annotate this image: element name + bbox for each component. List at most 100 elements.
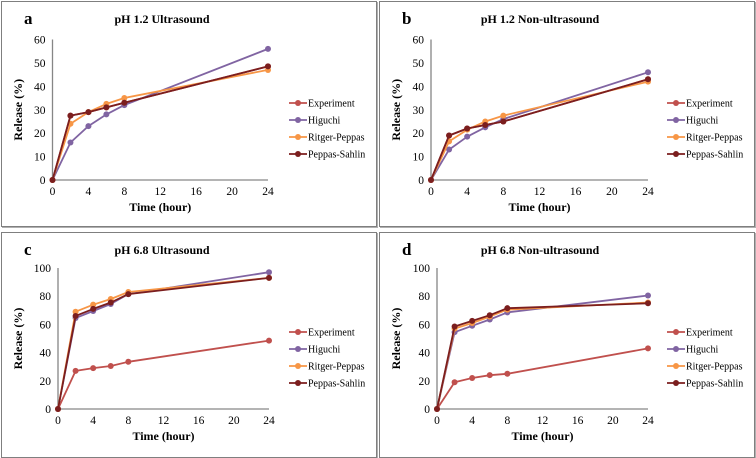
y-tick-label: 20: [413, 128, 425, 140]
legend-marker: [673, 380, 679, 386]
x-tick-label: 20: [606, 186, 618, 198]
x-tick-label: 8: [125, 415, 131, 427]
legend-label: Peppas-Sahlin: [308, 150, 365, 161]
chart-svg: d pH 6.8 Non-ultrasound 0 20 40 60 80 100 0 4 8 12 1…: [389, 240, 743, 443]
x-tick-label: 16: [570, 186, 582, 198]
data-point: [107, 299, 114, 306]
x-tick-label: 4: [469, 415, 475, 427]
series-line: [57, 277, 270, 410]
series-line: [436, 294, 649, 410]
series-ritger-peppas: [49, 66, 271, 183]
x-tick-label: 16: [193, 415, 205, 427]
panel-letter: c: [24, 240, 32, 259]
data-point: [90, 365, 97, 372]
x-tick-label: 4: [90, 415, 96, 427]
x-tick-label: 12: [158, 415, 170, 427]
y-tick-label: 100: [34, 263, 52, 275]
data-point: [55, 406, 61, 412]
data-point: [428, 177, 434, 183]
x-tick-label: 4: [86, 186, 92, 198]
series-ritger-peppas: [55, 274, 272, 412]
data-point: [645, 292, 651, 299]
legend-marker: [295, 100, 301, 106]
data-point: [464, 125, 471, 132]
y-tick-label: 40: [40, 348, 52, 360]
data-point: [446, 132, 453, 139]
series-line: [51, 65, 269, 181]
x-tick-label: 8: [500, 186, 506, 198]
y-tick-label: 40: [34, 81, 46, 93]
data-point: [504, 305, 511, 312]
chart-panel-d: d pH 6.8 Non-ultrasound 0 20 40 60 80 100 0 4 8 12 1…: [379, 232, 755, 458]
data-point: [645, 300, 651, 307]
x-tick-label: 0: [55, 415, 61, 427]
x-tick-label: 0: [428, 186, 434, 198]
legend-marker: [673, 134, 679, 140]
y-axis-label: Release (%): [11, 79, 25, 141]
x-tick-label: 24: [263, 415, 275, 427]
panel-letter: a: [24, 9, 33, 28]
data-point: [451, 379, 458, 386]
y-tick-label: 40: [413, 81, 425, 93]
y-tick-label: 60: [413, 35, 425, 47]
series-line: [57, 277, 270, 410]
legend-label: Peppas-Sahlin: [308, 379, 365, 390]
y-tick-label: 20: [419, 376, 431, 388]
series-higuchi: [434, 292, 651, 412]
x-tick-label: 12: [155, 186, 167, 198]
chart-panel-b: b pH 1.2 Non-ultrasound 0 10 20 30 40 50 60 0 4 8 12…: [379, 1, 755, 227]
legend-label: Experiment: [686, 328, 733, 339]
data-point: [90, 305, 97, 312]
x-tick-label: 4: [464, 186, 470, 198]
series-experiment: [428, 76, 651, 183]
y-tick-label: 10: [413, 152, 425, 164]
legend-marker: [295, 134, 301, 140]
data-point: [482, 121, 489, 128]
legend: Experiment Higuchi Ritger-Peppas Peppas-Sah…: [667, 328, 743, 390]
legend-label: Ritger-Peppas: [686, 362, 743, 373]
legend-marker: [295, 117, 301, 123]
legend-label: Peppas-Sahlin: [686, 150, 743, 161]
series-higuchi: [49, 45, 271, 183]
x-tick-label: 20: [607, 415, 619, 427]
data-point: [645, 345, 651, 352]
data-point: [266, 274, 272, 281]
legend-marker: [295, 329, 301, 335]
data-point: [103, 104, 110, 111]
data-point: [67, 139, 74, 146]
legend-label: Higuchi: [686, 116, 718, 127]
legend-marker: [673, 346, 679, 352]
y-tick-label: 0: [418, 175, 424, 187]
x-tick-label: 8: [504, 415, 510, 427]
data-point: [486, 372, 493, 379]
y-tick-label: 50: [34, 58, 46, 70]
chart-panel-c: c pH 6.8 Ultrasound 0 20 40 60 80 100 0 4 8 12 16 20 2…: [1, 232, 377, 458]
x-tick-label: 8: [121, 186, 127, 198]
data-point: [72, 312, 79, 319]
legend-label: Ritger-Peppas: [308, 133, 365, 144]
legend-marker: [295, 380, 301, 386]
data-point: [125, 291, 132, 298]
series-line: [430, 78, 649, 181]
data-point: [486, 312, 493, 319]
x-tick-label: 0: [50, 186, 56, 198]
series-experiment: [434, 345, 651, 412]
legend-label: Experiment: [308, 328, 355, 339]
y-tick-label: 0: [45, 404, 51, 416]
series-line: [436, 301, 649, 410]
x-axis-label: Time (hour): [132, 429, 194, 443]
data-point: [469, 317, 476, 324]
legend: Experiment Higuchi Ritger-Peppas Peppas-Sah…: [289, 99, 365, 161]
legend-marker: [673, 329, 679, 335]
data-point: [121, 99, 128, 106]
series-ritger-peppas: [434, 299, 651, 412]
y-tick-label: 20: [34, 128, 46, 140]
series-peppas-sahlin: [434, 300, 651, 412]
y-tick-label: 30: [413, 105, 425, 117]
data-point: [121, 95, 128, 102]
data-point: [103, 111, 110, 118]
series-experiment: [49, 63, 271, 183]
x-tick-label: 16: [190, 186, 202, 198]
legend-label: Experiment: [308, 99, 355, 110]
y-tick-label: 10: [34, 152, 46, 164]
